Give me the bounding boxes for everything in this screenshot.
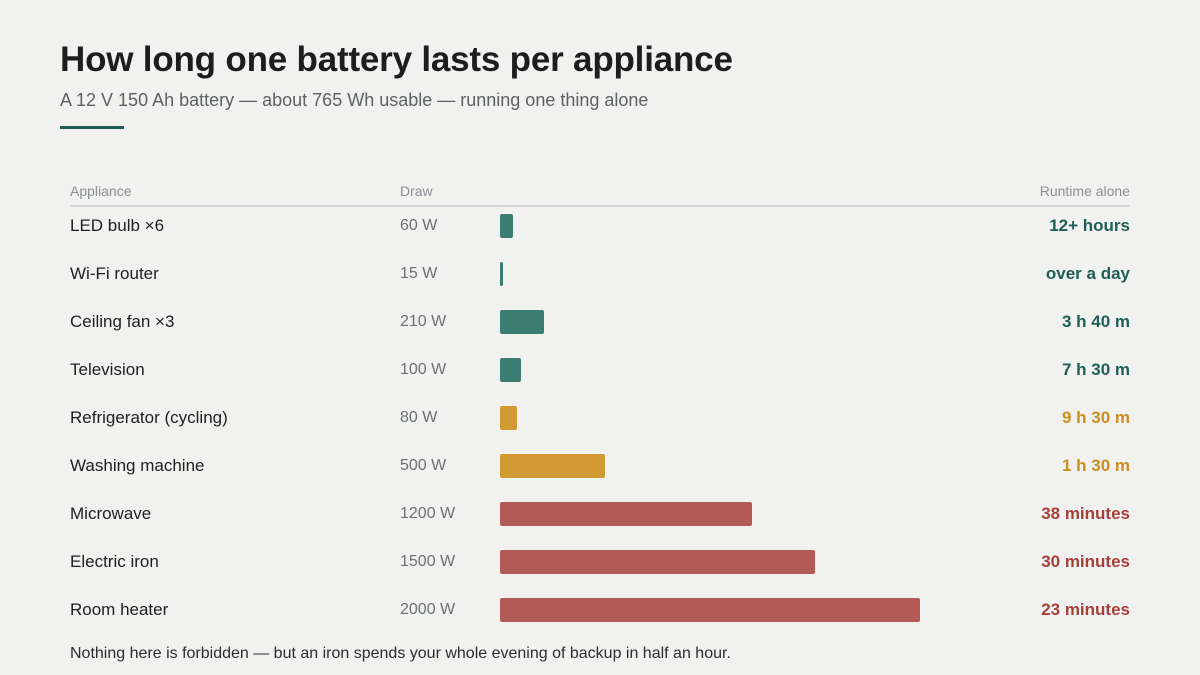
table-row: Washing machine 500 W 1 h 30 m bbox=[0, 454, 1200, 502]
column-header-runtime: Runtime alone bbox=[1039, 183, 1130, 199]
appliance-name: LED bulb ×6 bbox=[70, 216, 165, 235]
table-row: Refrigerator (cycling) 80 W 9 h 30 m bbox=[0, 406, 1200, 454]
appliance-name: Refrigerator (cycling) bbox=[70, 408, 228, 427]
table-row: Ceiling fan ×3 210 W 3 h 40 m bbox=[0, 310, 1200, 358]
column-header-appliance: Appliance bbox=[70, 183, 132, 199]
table-row: Microwave 1200 W 38 minutes bbox=[0, 502, 1200, 550]
draw-bar bbox=[500, 550, 815, 574]
runtime-label: 23 minutes bbox=[1041, 600, 1130, 619]
appliance-name: Washing machine bbox=[70, 456, 205, 475]
draw-watts: 500 W bbox=[400, 457, 447, 474]
column-header-draw: Draw bbox=[400, 183, 433, 199]
draw-bar bbox=[500, 262, 504, 286]
draw-bar bbox=[500, 454, 605, 478]
draw-bar bbox=[500, 358, 521, 382]
table-row: Room heater 2000 W 23 minutes bbox=[0, 598, 1200, 646]
draw-watts: 1500 W bbox=[400, 553, 456, 570]
footnote: Nothing here is forbidden — but an iron … bbox=[70, 645, 731, 662]
table-row: LED bulb ×6 60 W 12+ hours bbox=[0, 214, 1200, 262]
accent-rule bbox=[60, 126, 124, 129]
draw-watts: 80 W bbox=[400, 409, 438, 426]
appliance-name: Television bbox=[70, 360, 145, 379]
runtime-label: 30 minutes bbox=[1041, 552, 1130, 571]
header-rule bbox=[70, 205, 1130, 207]
runtime-label: 12+ hours bbox=[1049, 216, 1130, 235]
draw-bar bbox=[500, 214, 513, 238]
draw-watts: 100 W bbox=[400, 361, 447, 378]
runtime-label: 7 h 30 m bbox=[1061, 360, 1130, 379]
appliance-name: Microwave bbox=[70, 504, 152, 523]
table-row: Electric iron 1500 W 30 minutes bbox=[0, 550, 1200, 598]
draw-bar bbox=[500, 502, 752, 526]
draw-bar bbox=[500, 598, 920, 622]
appliance-name: Electric iron bbox=[70, 552, 159, 571]
draw-watts: 1200 W bbox=[400, 505, 456, 522]
runtime-label: over a day bbox=[1045, 264, 1130, 283]
appliance-name: Wi-Fi router bbox=[70, 264, 159, 283]
runtime-label: 1 h 30 m bbox=[1061, 456, 1130, 475]
runtime-label: 3 h 40 m bbox=[1061, 312, 1130, 331]
runtime-label: 9 h 30 m bbox=[1061, 408, 1130, 427]
table-row: Television 100 W 7 h 30 m bbox=[0, 358, 1200, 406]
appliance-name: Ceiling fan ×3 bbox=[70, 312, 175, 331]
chart-subtitle: A 12 V 150 Ah battery — about 765 Wh usa… bbox=[60, 90, 649, 110]
chart-title: How long one battery lasts per appliance bbox=[60, 40, 733, 79]
table-row: Wi-Fi router 15 W over a day bbox=[0, 262, 1200, 310]
appliance-name: Room heater bbox=[70, 600, 169, 619]
draw-bar bbox=[500, 310, 545, 334]
draw-watts: 15 W bbox=[400, 265, 438, 282]
runtime-label: 38 minutes bbox=[1041, 504, 1130, 523]
draw-watts: 60 W bbox=[400, 217, 438, 234]
draw-watts: 210 W bbox=[400, 313, 447, 330]
draw-watts: 2000 W bbox=[400, 601, 456, 618]
draw-bar bbox=[500, 406, 517, 430]
